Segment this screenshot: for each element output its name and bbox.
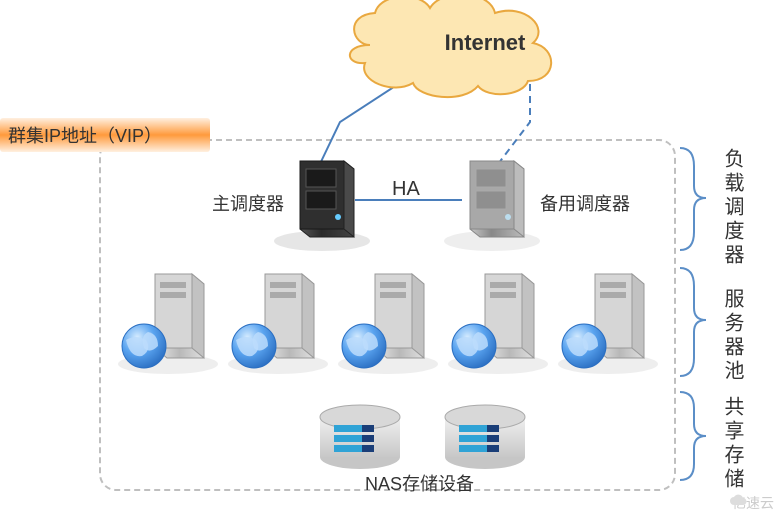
watermark: 亿速云 <box>728 493 774 513</box>
nas-label: NAS存储设备 <box>365 470 474 496</box>
cloud-label: Internet <box>445 30 526 55</box>
pool-server <box>558 274 658 374</box>
vip-label: 群集IP地址（VIP） <box>8 126 162 146</box>
pool-server <box>338 274 438 374</box>
vip-banner: 群集IP地址（VIP） <box>0 118 210 152</box>
section-lb-label: 负载调度器 <box>718 148 747 268</box>
braces <box>680 148 706 480</box>
pool-server <box>118 274 218 374</box>
pool-server <box>448 274 548 374</box>
server-pool <box>118 274 658 374</box>
primary-scheduler-server <box>274 161 370 251</box>
primary-scheduler-label: 主调度器 <box>212 190 284 216</box>
backup-scheduler-server <box>444 161 540 251</box>
backup-scheduler-label: 备用调度器 <box>540 190 630 216</box>
nas-disk <box>320 405 400 469</box>
section-storage-label: 共享存储 <box>718 396 747 492</box>
nas-disks <box>320 405 525 469</box>
pool-server <box>228 274 328 374</box>
nas-disk <box>445 405 525 469</box>
internet-cloud: Internet <box>350 0 551 97</box>
ha-label: HA <box>392 178 420 201</box>
section-pool-label: 服务器池 <box>718 288 747 384</box>
